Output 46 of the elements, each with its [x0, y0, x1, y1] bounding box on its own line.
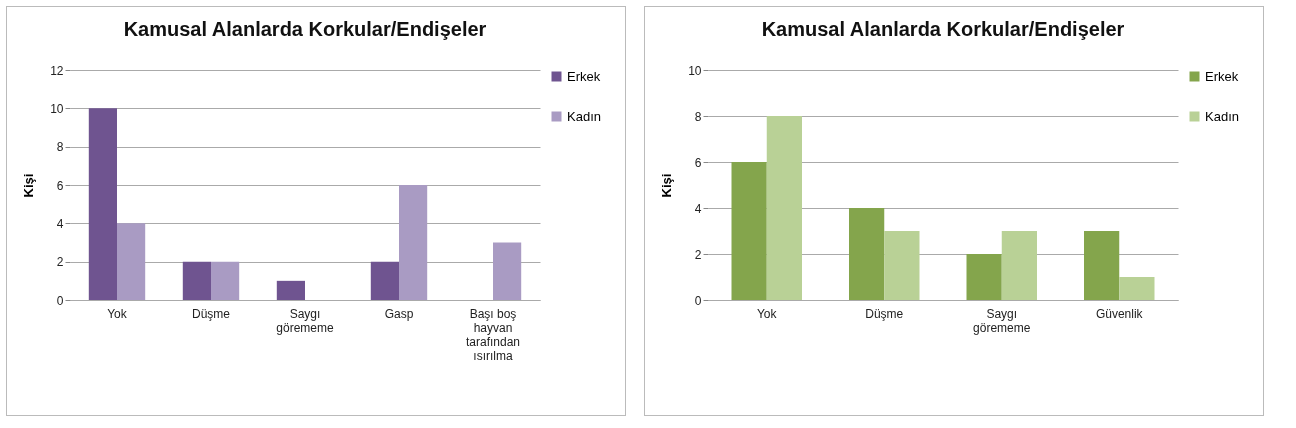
bar [849, 208, 885, 300]
x-tick-label: Düşme [191, 306, 231, 321]
y-axis-title: Kişi [659, 173, 675, 198]
bar [493, 242, 522, 300]
y-tick-label: 0 [56, 293, 64, 308]
y-tick-label: 6 [56, 178, 64, 193]
y-tick-label: 4 [694, 201, 702, 216]
x-tick-label: Başı boş hayvan tarafından ısırılma [465, 306, 521, 363]
y-tick-label: 10 [50, 101, 64, 116]
chart-title: Kamusal Alanlarda Korkular/Endişeler [761, 18, 1125, 40]
bar [731, 162, 767, 300]
y-tick-label: 8 [694, 109, 702, 124]
legend-label: Kadın [567, 108, 601, 124]
y-tick-label: 4 [56, 216, 64, 231]
x-tick-label: Saygı görememe [276, 306, 334, 335]
bar [370, 261, 399, 300]
x-tick-label: Gasp [384, 306, 414, 321]
y-tick-label: 12 [50, 63, 64, 78]
bar [1084, 231, 1120, 300]
bar [884, 231, 920, 300]
bar [966, 254, 1002, 300]
bar [1119, 277, 1155, 300]
x-tick-label: Yok [107, 306, 128, 321]
legend-label: Erkek [1205, 68, 1239, 84]
legend-label: Erkek [567, 68, 601, 84]
y-tick-label: 10 [688, 63, 702, 78]
bar [766, 116, 802, 300]
bar [276, 280, 305, 300]
y-tick-label: 2 [694, 247, 702, 262]
y-tick-label: 6 [694, 155, 702, 170]
bar [88, 108, 117, 300]
bar [117, 223, 146, 300]
y-tick-label: 8 [56, 140, 64, 155]
x-tick-label: Güvenlik [1095, 306, 1144, 321]
bar [182, 261, 211, 300]
x-tick-label: Yok [756, 306, 778, 321]
x-tick-label: Düşme [865, 306, 904, 321]
y-axis-title: Kişi [21, 173, 37, 198]
chart-title: Kamusal Alanlarda Korkular/Endişeler [123, 18, 487, 40]
x-tick-label: Saygı görememe [973, 306, 1031, 335]
bar [211, 261, 240, 300]
legend-label: Kadın [1205, 108, 1239, 124]
bar [399, 185, 428, 300]
y-tick-label: 0 [694, 293, 702, 308]
bar [1001, 231, 1037, 300]
y-tick-label: 2 [56, 255, 64, 270]
